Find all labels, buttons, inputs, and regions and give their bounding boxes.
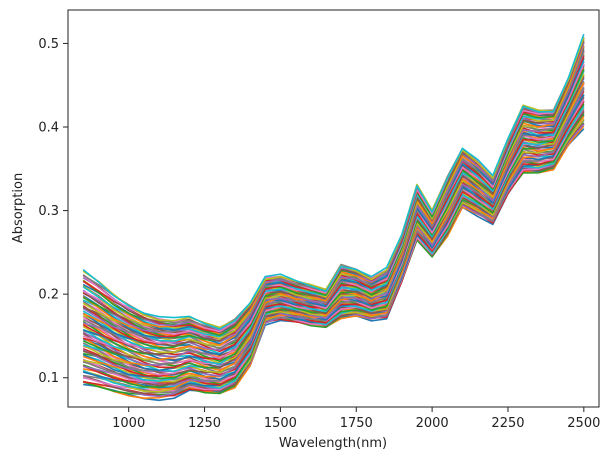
y-axis-ticks: 0.1 0.2 0.3 0.4 0.5: [38, 37, 68, 386]
x-tick-label: 2000: [416, 416, 449, 431]
y-axis-label: Absorption: [11, 173, 26, 243]
spectrum-line: [82, 33, 585, 330]
y-tick-label: 0.5: [38, 37, 59, 52]
x-tick-label: 1750: [340, 416, 373, 431]
y-tick-label: 0.3: [38, 204, 59, 219]
y-tick-label: 0.4: [38, 121, 59, 136]
x-axis-label: Wavelength(nm): [279, 436, 387, 451]
y-tick-label: 0.1: [38, 371, 59, 386]
x-tick-label: 1000: [112, 416, 145, 431]
x-axis-ticks: 1000 1250 1500 1750 2000 2250 2500: [112, 407, 600, 431]
series-group: [82, 33, 585, 402]
x-tick-label: 1500: [264, 416, 297, 431]
x-tick-label: 2500: [567, 416, 600, 431]
y-tick-label: 0.2: [38, 288, 59, 303]
plot-frame: [67, 9, 600, 408]
x-tick-label: 2250: [491, 416, 524, 431]
x-tick-label: 1250: [188, 416, 221, 431]
